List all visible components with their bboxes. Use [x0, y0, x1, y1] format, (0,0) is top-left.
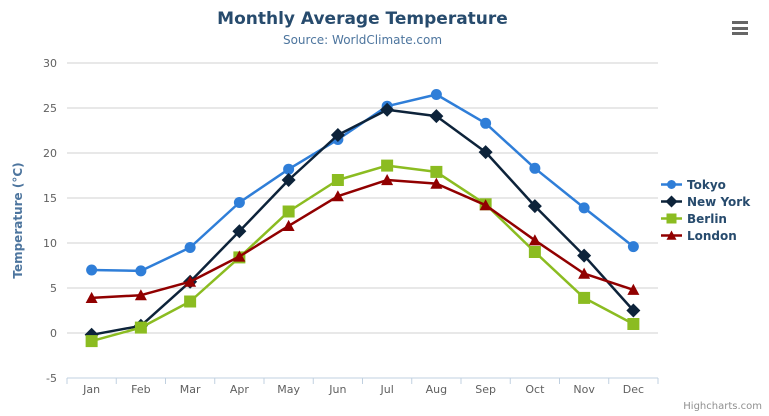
legend-label: London	[687, 228, 737, 243]
svg-text:20: 20	[43, 147, 57, 160]
legend-label: Berlin	[687, 211, 727, 226]
svg-text:Sep: Sep	[475, 383, 496, 396]
hamburger-menu-icon	[732, 26, 748, 30]
svg-text:0: 0	[50, 327, 57, 340]
svg-text:Jun: Jun	[328, 383, 346, 396]
svg-text:5: 5	[50, 282, 57, 295]
gridlines	[67, 62, 658, 379]
y-axis-labels: -5 0 5 10 15 20 25 30	[43, 57, 57, 385]
svg-text:Jan: Jan	[82, 383, 100, 396]
legend-item-tokyo[interactable]: Tokyo	[661, 176, 750, 193]
svg-text:Aug: Aug	[426, 383, 447, 396]
svg-text:10: 10	[43, 237, 57, 250]
svg-text:Dec: Dec	[623, 383, 644, 396]
hamburger-menu-icon	[732, 21, 748, 24]
svg-text:May: May	[277, 383, 300, 396]
export-menu-button[interactable]	[732, 21, 750, 35]
svg-text:-5: -5	[46, 372, 57, 385]
svg-text:Feb: Feb	[131, 383, 150, 396]
legend: Tokyo New York Berlin London	[661, 176, 750, 244]
legend-label: New York	[687, 194, 751, 209]
series-london[interactable]	[85, 174, 640, 303]
x-axis	[66, 377, 659, 384]
x-axis-labels: Jan Feb Mar Apr May Jun Jul Aug Sep Oct Nov Dec	[82, 383, 644, 396]
y-axis-title: Temperature (°C)	[11, 162, 25, 278]
svg-text:15: 15	[43, 192, 57, 205]
hamburger-menu-icon	[732, 32, 748, 35]
legend-item-berlin[interactable]: Berlin	[661, 210, 750, 227]
chart-title: Monthly Average Temperature	[217, 9, 508, 29]
legend-label: Tokyo	[687, 177, 726, 192]
legend-marker-square-icon	[661, 213, 682, 224]
chart-subtitle: Source: WorldClimate.com	[282, 33, 443, 47]
svg-text:30: 30	[43, 57, 57, 70]
highcharts-credit[interactable]: Highcharts.com	[683, 401, 762, 412]
series-new-york[interactable]	[84, 102, 641, 342]
series-tokyo[interactable]	[86, 89, 639, 277]
legend-item-new-york[interactable]: New York	[661, 193, 750, 210]
svg-text:25: 25	[43, 102, 57, 115]
svg-text:Apr: Apr	[230, 383, 250, 396]
legend-marker-circle-icon	[661, 180, 682, 189]
svg-text:Nov: Nov	[573, 383, 595, 396]
legend-marker-triangle-icon	[661, 230, 682, 240]
legend-marker-diamond-icon	[661, 195, 682, 208]
svg-text:Jul: Jul	[379, 383, 393, 396]
legend-item-london[interactable]: London	[661, 227, 750, 244]
svg-text:Oct: Oct	[525, 383, 545, 396]
svg-text:Mar: Mar	[180, 383, 201, 396]
